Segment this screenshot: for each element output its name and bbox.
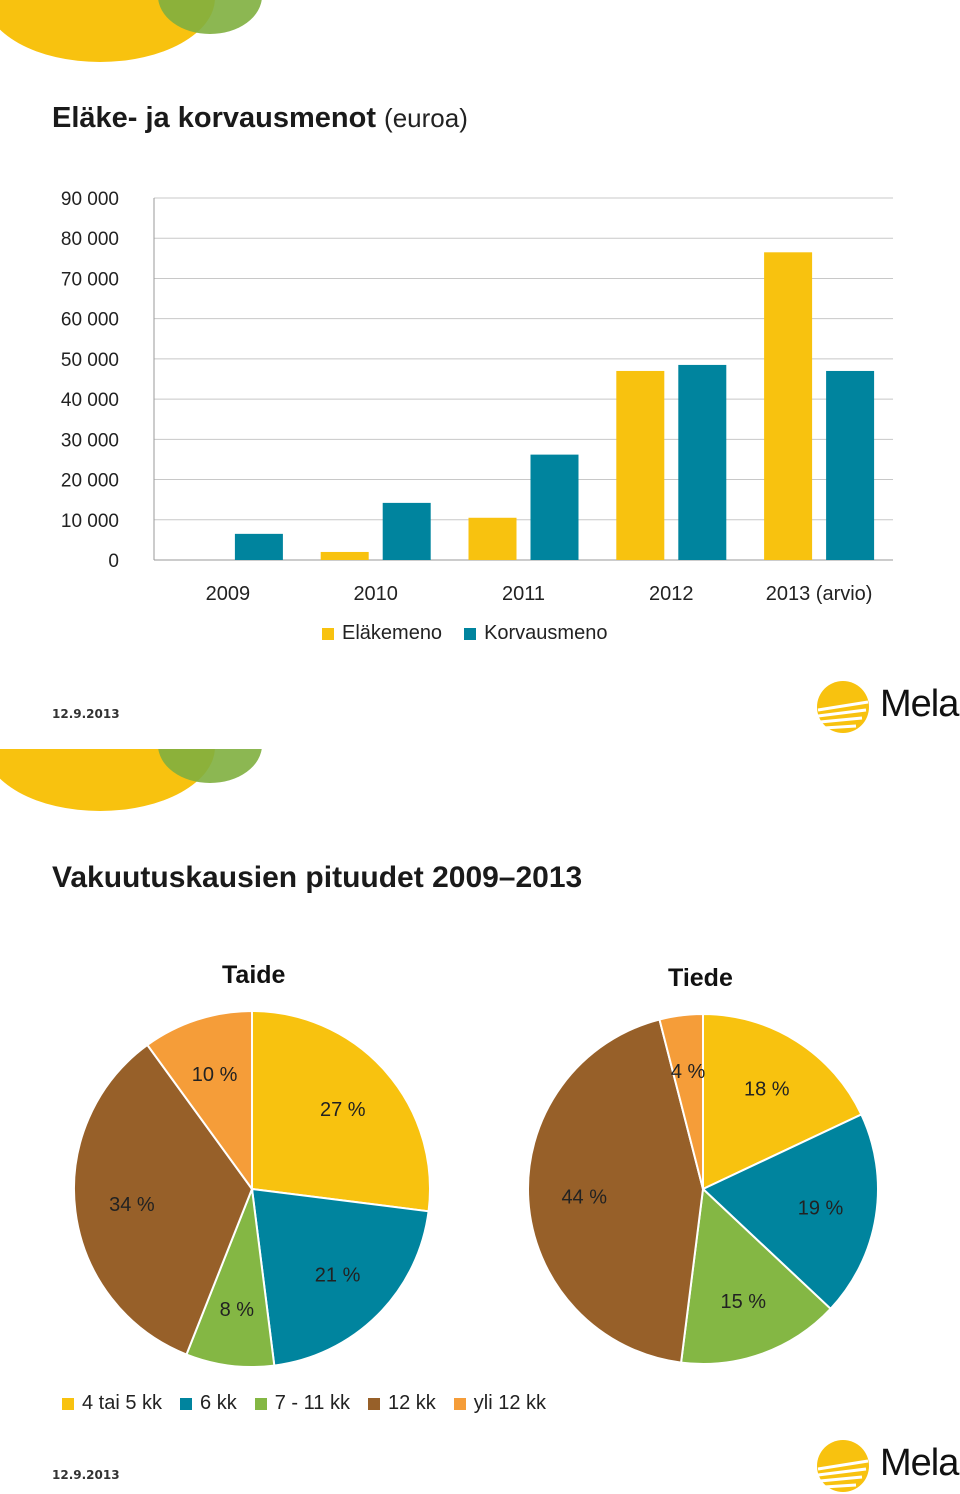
x-tick-label: 2009 — [206, 583, 251, 605]
bar-elakemeno — [764, 252, 813, 561]
legend-label: Eläkemeno — [342, 622, 443, 644]
y-tick-label: 50 000 — [61, 350, 119, 371]
legend-swatch — [180, 1397, 193, 1410]
pie-data-label: 10 % — [192, 1064, 238, 1086]
legend-label: 7 - 11 kk — [274, 1392, 350, 1414]
legend-swatch — [453, 1397, 466, 1410]
bar-chart-legend: Eläkemeno Korvausmeno — [322, 622, 629, 645]
pie-charts: 27 % 21 % 8 % 34 % 10 % 18 % 19 % 15 % 44 % 4 % — [73, 1009, 879, 1368]
pie-slice-taide — [251, 1009, 431, 1213]
y-tick-label: 30 000 — [61, 430, 119, 451]
decorative-header-shapes — [0, 749, 262, 811]
y-tick-label: 90 000 — [61, 189, 119, 210]
pie-slice-tiede — [702, 1012, 863, 1191]
x-tick-label: 2012 — [649, 583, 694, 605]
chart-title-main: Eläke- ja korvausmenot — [52, 102, 376, 134]
legend-swatch — [367, 1397, 380, 1410]
pie-data-label: 27 % — [320, 1099, 366, 1121]
pie-data-label: 34 % — [109, 1194, 155, 1216]
y-tick-label: 80 000 — [61, 229, 119, 250]
pie-slice-tiede — [658, 1012, 704, 1190]
slide-title: Vakuutuskausien pituudet 2009–2013 — [52, 861, 583, 894]
bar-korvausmeno — [826, 370, 875, 560]
legend-label: yli 12 kk — [473, 1392, 547, 1414]
mela-logo-text: Mela — [880, 1442, 959, 1484]
pie-data-label: 44 % — [561, 1186, 607, 1208]
pie-slice-tiede — [679, 1186, 832, 1365]
legend-label: 12 kk — [387, 1392, 436, 1414]
bar-korvausmeno — [234, 533, 283, 560]
y-tick-label: 20 000 — [61, 471, 119, 492]
pie-title-tiede: Tiede — [668, 964, 733, 992]
legend-swatch — [254, 1397, 267, 1410]
legend-label: Korvausmeno — [484, 622, 608, 644]
y-tick-label: 0 — [108, 551, 119, 572]
pie-slice-taide — [185, 1188, 276, 1368]
legend-swatch — [322, 627, 334, 640]
pie-data-label: 15 % — [721, 1291, 767, 1313]
legend-item: Eläkemeno — [322, 622, 442, 645]
y-tick-label: 40 000 — [61, 390, 119, 411]
x-tick-label: 2011 — [502, 583, 545, 605]
legend-swatch — [464, 627, 477, 640]
pie-data-label: 8 % — [220, 1299, 255, 1321]
date-label: 12.9.2013 — [52, 1468, 120, 1482]
bar-korvausmeno — [678, 364, 727, 560]
pie-data-label: 21 % — [315, 1265, 361, 1287]
legend-swatch — [62, 1397, 74, 1410]
legend-item: 12 kk — [367, 1392, 436, 1415]
mela-logo: Mela — [816, 680, 959, 739]
slide-expenses: Eläke- ja korvausmenot (euroa) 0 10 000 20… — [0, 0, 960, 745]
x-tick-label: 2013 (arvio) — [766, 583, 873, 605]
legend-item: 6 kk — [180, 1392, 237, 1415]
bar-chart: 0 10 000 20 000 30 000 40 000 50 000 60 000 70 … — [61, 189, 893, 605]
legend-item: 7 - 11 kk — [254, 1392, 350, 1415]
pie-slice-taide — [145, 1009, 253, 1193]
pie-data-label: 19 % — [798, 1198, 844, 1220]
chart-title: Eläke- ja korvausmenot (euroa) — [52, 102, 468, 135]
date-label: 12.9.2013 — [52, 707, 120, 721]
mela-logo: Mela — [816, 1439, 959, 1494]
y-tick-label: 10 000 — [61, 511, 119, 532]
y-tick-label: 60 000 — [61, 310, 119, 331]
bar-elakemeno — [616, 370, 665, 560]
legend-item: Korvausmeno — [464, 622, 607, 645]
pie-data-label: 4 % — [671, 1061, 706, 1083]
bar-elakemeno — [468, 517, 517, 560]
mela-logo-text: Mela — [880, 683, 959, 725]
pie-legend: 4 tai 5 kk 6 kk 7 - 11 kk 12 kk yli 12 kk — [62, 1392, 564, 1415]
pie-title-taide: Taide — [222, 961, 286, 989]
x-tick-label: 2010 — [353, 583, 398, 605]
mela-sun-icon — [817, 1440, 869, 1492]
bar-elakemeno — [320, 551, 369, 560]
slide-insurance-periods: Vakuutuskausien pituudet 2009–2013 Taide… — [0, 749, 960, 1494]
pie-slice-tiede — [527, 1018, 705, 1364]
chart-title-unit: (euroa) — [384, 103, 468, 133]
bar-korvausmeno — [382, 502, 431, 560]
pie-slice-tiede — [701, 1113, 879, 1311]
legend-label: 6 kk — [200, 1392, 237, 1414]
legend-item: yli 12 kk — [453, 1392, 547, 1415]
decorative-header-shapes — [0, 0, 262, 62]
legend-item: 4 tai 5 kk — [62, 1392, 162, 1415]
mela-sun-icon — [817, 681, 869, 733]
bar-korvausmeno — [530, 454, 579, 560]
pie-slice-taide — [250, 1187, 430, 1367]
pie-slice-taide — [73, 1043, 254, 1356]
y-tick-label: 70 000 — [61, 269, 119, 290]
legend-label: 4 tai 5 kk — [82, 1392, 163, 1414]
pie-data-label: 18 % — [744, 1079, 790, 1101]
